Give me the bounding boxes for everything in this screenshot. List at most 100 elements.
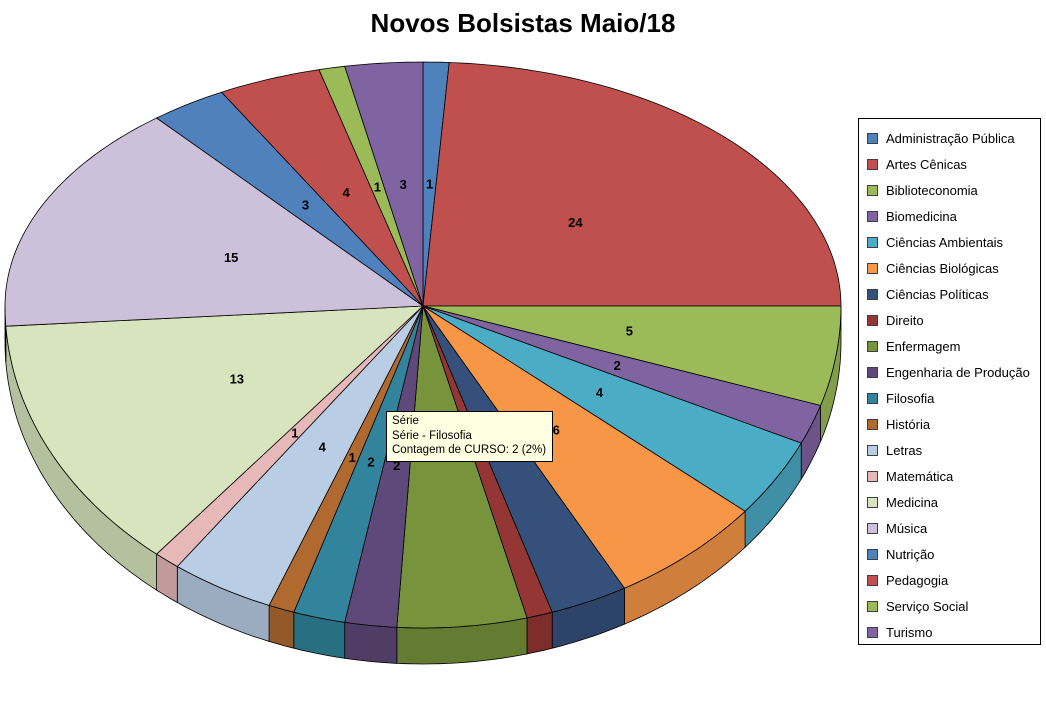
legend-label: História (886, 416, 931, 432)
legend-swatch-matematica (867, 470, 878, 482)
pie-slice-medicina[interactable] (5, 305, 424, 555)
pie-slice-biblioteconomia[interactable] (422, 305, 842, 406)
pie-data-label-servico-social: 1 (374, 179, 381, 194)
legend-label: Matemática (886, 468, 954, 484)
pie-slice-side-engenharia-de-producao (344, 621, 398, 664)
pie-data-label-medicina: 13 (230, 372, 244, 387)
tooltip-value: Contagem de CURSO: 2 (2%) (392, 444, 547, 456)
chart-title: Novos Bolsistas Maio/18 (370, 8, 676, 38)
pie-data-label-historia: 1 (349, 450, 356, 465)
legend-item-servico-social[interactable]: Serviço Social (867, 593, 1040, 619)
legend-item-ciencias-biologicas[interactable]: Ciências Biológicas (867, 255, 1040, 281)
legend-item-pedagogia[interactable]: Pedagogia (867, 567, 1040, 593)
pie-slice-turismo[interactable] (344, 61, 424, 307)
legend-swatch-direito (867, 314, 878, 326)
legend-label: Música (886, 520, 928, 536)
legend-swatch-administracao-publica (867, 132, 878, 144)
legend-swatch-medicina (867, 496, 878, 508)
legend: Administração Pública Artes Cênicas Biblio… (858, 118, 1041, 645)
pie-slice-side-direito (526, 611, 553, 655)
legend-item-ciencias-ambientais[interactable]: Ciências Ambientais (867, 229, 1040, 255)
legend-label: Turismo (886, 624, 933, 640)
legend-item-biomedicina[interactable]: Biomedicina (867, 203, 1040, 229)
tooltip-series-name: Série (392, 415, 419, 427)
tooltip-series-point: Série - Filosofia (392, 429, 472, 442)
legend-item-enfermagem[interactable]: Enfermagem (867, 333, 1040, 359)
legend-swatch-letras (867, 444, 878, 456)
legend-swatch-biblioteconomia (867, 184, 878, 196)
legend-label: Ciências Biológicas (886, 260, 999, 276)
legend-swatch-nutricao (867, 548, 878, 560)
legend-label: Direito (886, 312, 924, 328)
legend-label: Serviço Social (886, 598, 969, 614)
legend-item-administracao-publica[interactable]: Administração Pública (867, 125, 1040, 151)
legend-label: Letras (886, 442, 923, 458)
legend-item-artes-cenicas[interactable]: Artes Cênicas (867, 151, 1040, 177)
legend-swatch-turismo (867, 626, 878, 638)
pie-data-label-matematica: 1 (291, 426, 298, 441)
pie-slice-artes-cenicas[interactable] (422, 62, 842, 307)
pie-data-label-administracao-publica: 1 (426, 177, 433, 192)
pie-slice-ciencias-ambientais[interactable] (422, 305, 802, 512)
pie-slice-musica[interactable] (4, 117, 424, 327)
legend-item-letras[interactable]: Letras (867, 437, 1040, 463)
legend-label: Artes Cênicas (886, 156, 967, 172)
pie-slice-pedagogia[interactable] (221, 69, 424, 307)
legend-label: Biomedicina (886, 208, 957, 224)
legend-label: Pedagogia (886, 572, 949, 588)
legend-item-filosofia[interactable]: Filosofia (867, 385, 1040, 411)
legend-swatch-filosofia (867, 392, 878, 404)
legend-label: Ciências Políticas (886, 286, 989, 302)
legend-item-historia[interactable]: História (867, 411, 1040, 437)
pie-slice-side-historia (268, 604, 295, 649)
pie-slice-nutricao[interactable] (156, 91, 424, 307)
pie-data-label-ciencias-biologicas: 6 (553, 423, 560, 438)
pie-data-label-biomedicina: 2 (614, 358, 621, 373)
legend-item-medicina[interactable]: Medicina (867, 489, 1040, 515)
legend-swatch-musica (867, 522, 878, 534)
pie-data-label-letras: 4 (319, 440, 327, 455)
legend-swatch-ciencias-biologicas (867, 262, 878, 274)
legend-item-nutricao[interactable]: Nutrição (867, 541, 1040, 567)
legend-swatch-artes-cenicas (867, 158, 878, 170)
legend-swatch-biomedicina (867, 210, 878, 222)
legend-swatch-ciencias-politicas (867, 288, 878, 300)
pie-slice-biomedicina[interactable] (422, 305, 821, 444)
legend-label: Engenharia de Produção (886, 364, 1030, 380)
legend-item-ciencias-politicas[interactable]: Ciências Políticas (867, 281, 1040, 307)
pie-data-label-musica: 15 (224, 250, 238, 265)
pie-slice-enfermagem[interactable] (396, 305, 528, 629)
legend-label: Filosofia (886, 390, 935, 406)
legend-label: Biblioteconomia (886, 182, 978, 198)
legend-item-musica[interactable]: Música (867, 515, 1040, 541)
legend-swatch-pedagogia (867, 574, 878, 586)
pie-data-label-artes-cenicas: 24 (568, 215, 583, 230)
legend-label: Enfermagem (886, 338, 961, 354)
pie-data-label-nutricao: 3 (302, 198, 309, 213)
legend-label: Administração Pública (886, 130, 1015, 146)
pie-data-label-pedagogia: 4 (342, 185, 350, 200)
pie-slice-letras[interactable] (176, 305, 424, 606)
legend-item-turismo[interactable]: Turismo (867, 619, 1040, 645)
legend-swatch-servico-social (867, 600, 878, 612)
legend-item-biblioteconomia[interactable]: Biblioteconomia (867, 177, 1040, 203)
pie-slice-filosofia[interactable] (293, 305, 424, 623)
pie-data-label-ciencias-ambientais: 4 (596, 385, 604, 400)
legend-label: Medicina (886, 494, 939, 510)
tooltip: Série Série - Filosofia Contagem de CURS… (386, 411, 554, 462)
legend-item-direito[interactable]: Direito (867, 307, 1040, 333)
legend-swatch-enfermagem (867, 340, 878, 352)
pie-slice-ciencias-biologicas[interactable] (422, 305, 746, 589)
pie-data-label-filosofia: 2 (367, 454, 374, 469)
legend-item-matematica[interactable]: Matemática (867, 463, 1040, 489)
legend-swatch-ciencias-ambientais (867, 236, 878, 248)
pie-data-label-turismo: 3 (400, 177, 407, 192)
pie-data-label-biblioteconomia: 5 (626, 324, 633, 339)
legend-label: Ciências Ambientais (886, 234, 1004, 250)
legend-swatch-engenharia-de-producao (867, 366, 878, 378)
legend-item-engenharia-de-producao[interactable]: Engenharia de Produção (867, 359, 1040, 385)
pie-data-label-engenharia-de-producao: 2 (393, 458, 400, 473)
legend-label: Nutrição (886, 546, 935, 562)
legend-swatch-historia (867, 418, 878, 430)
